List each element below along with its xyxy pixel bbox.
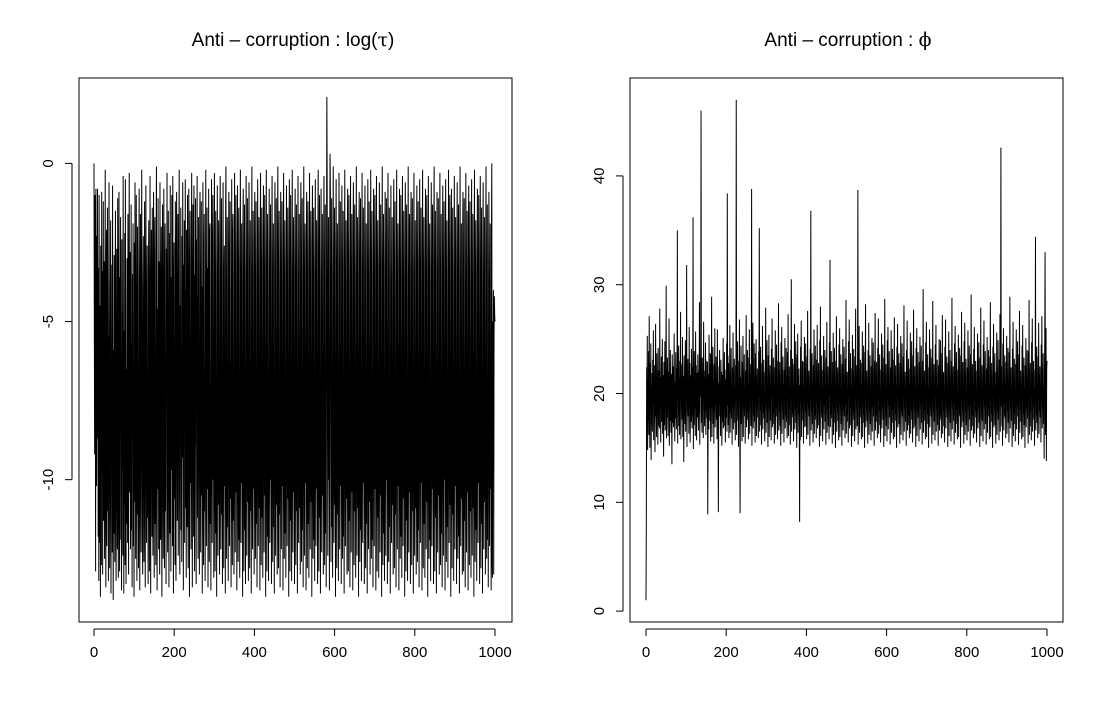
left-axes: 0 200 400 600 800 1000 0 -5 -10: [40, 159, 512, 661]
right-plot-frame: [629, 77, 1064, 623]
y-tick-label: 0: [591, 607, 608, 615]
x-tick-label: 600: [322, 644, 347, 661]
x-tick-label: 200: [162, 644, 187, 661]
y-tick-label: -5: [40, 315, 57, 328]
right-chart-title: Anti – corruption : ϕ: [764, 29, 931, 51]
x-tick-label: 400: [794, 644, 819, 661]
x-tick-label: 200: [714, 644, 739, 661]
right-trace-line: [645, 99, 1048, 601]
y-tick-label: 10: [591, 494, 608, 511]
y-tick-label: -10: [40, 469, 57, 491]
x-tick-label: 600: [874, 644, 899, 661]
left-panel: Anti – corruption : log(τ) 0 200 400 600 800…: [40, 29, 513, 661]
left-trace-line: [93, 96, 496, 600]
y-tick-label: 20: [591, 385, 608, 402]
right-axes: 0 200 400 600 800 1000 0 10 20 30 40: [591, 168, 1064, 661]
left-plot-frame: [78, 77, 513, 623]
x-tick-label: 800: [402, 644, 427, 661]
x-tick-label: 400: [242, 644, 267, 661]
y-tick-label: 0: [40, 159, 57, 167]
x-tick-label: 0: [90, 644, 98, 661]
x-tick-label: 1000: [478, 644, 511, 661]
x-tick-label: 0: [642, 644, 650, 661]
right-panel: Anti – corruption : ϕ 0 200 400 600 800 10000…: [591, 29, 1064, 661]
x-tick-label: 1000: [1030, 644, 1063, 661]
x-tick-label: 800: [954, 644, 979, 661]
y-tick-label: 40: [591, 168, 608, 185]
left-chart-title: Anti – corruption : log(τ): [192, 29, 395, 51]
y-tick-label: 30: [591, 276, 608, 293]
